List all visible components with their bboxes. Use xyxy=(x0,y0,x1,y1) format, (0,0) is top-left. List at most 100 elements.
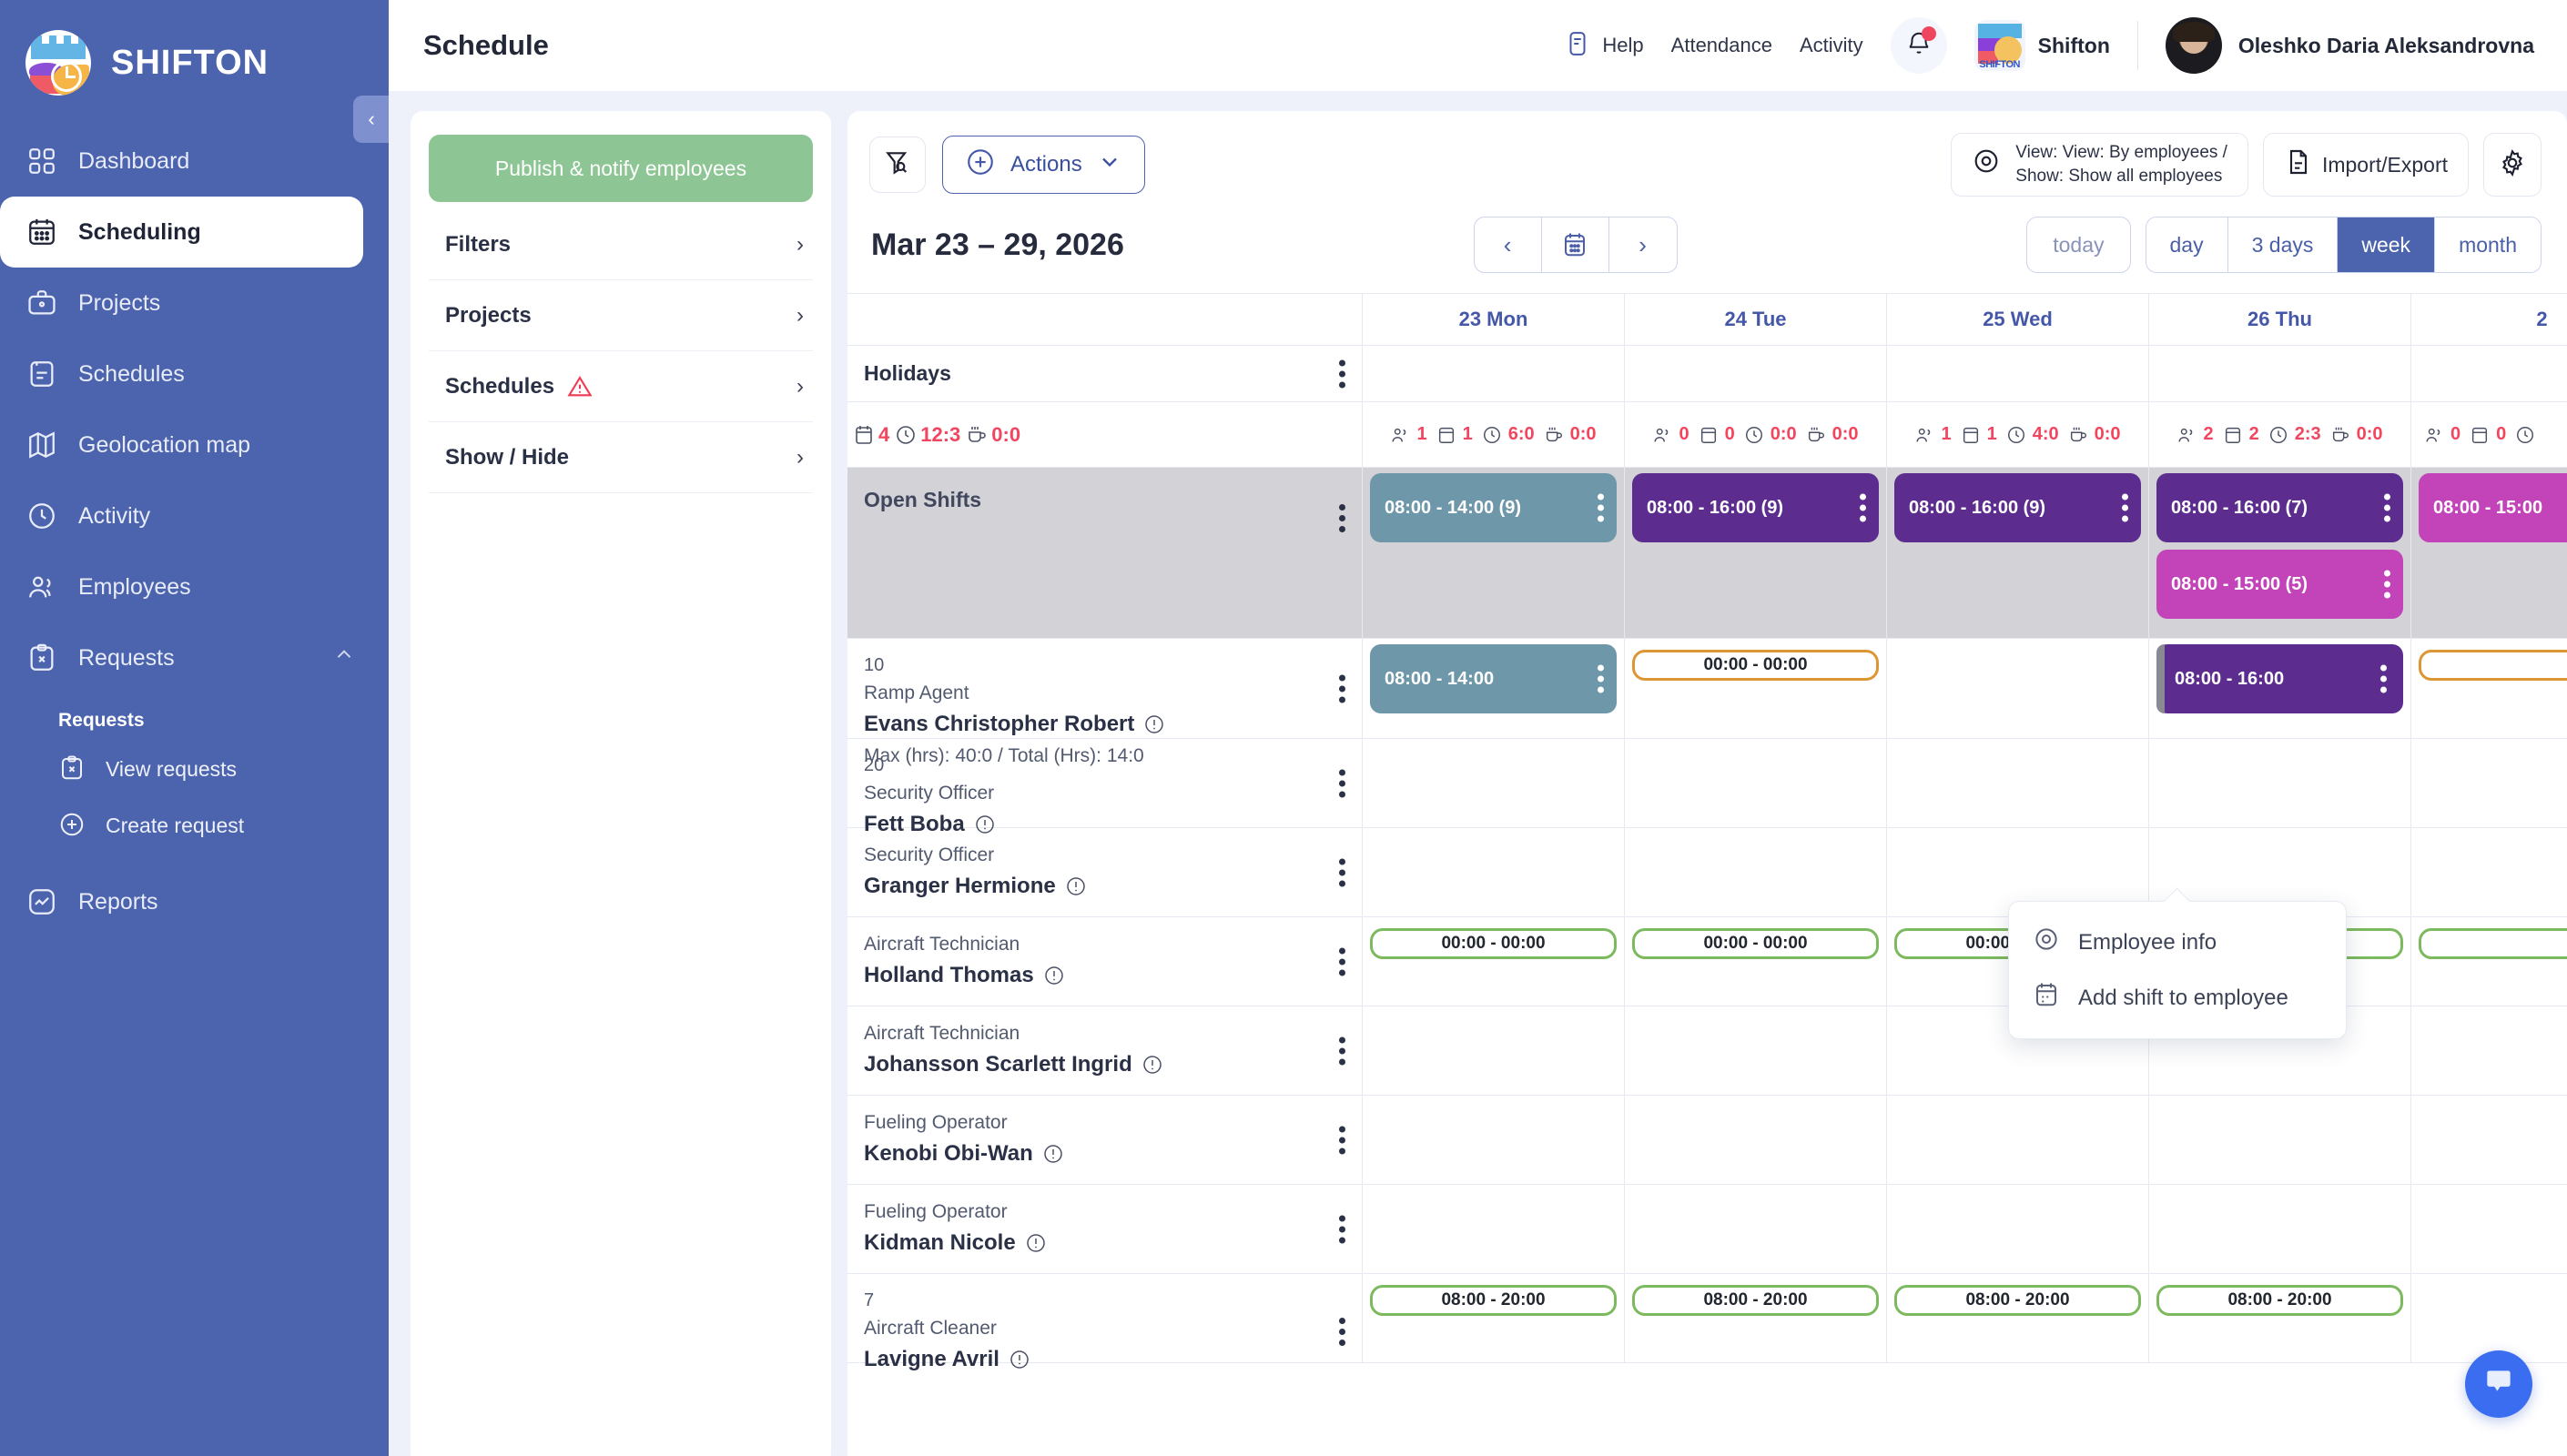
prev-period-button[interactable]: ‹ xyxy=(1475,217,1542,272)
today-button[interactable]: today xyxy=(2026,217,2131,273)
settings-button[interactable] xyxy=(2483,133,2542,197)
holidays-day-cell[interactable] xyxy=(1363,346,1625,401)
attendance-link[interactable]: Attendance xyxy=(1670,34,1772,56)
employee-menu-button[interactable] xyxy=(1339,674,1345,703)
shift-cell[interactable]: 08:00 - 20:00 xyxy=(2149,1274,2411,1362)
shift-cell[interactable] xyxy=(1625,1006,1887,1095)
range-3days[interactable]: 3 days xyxy=(2227,217,2339,272)
sidebar-item-dashboard[interactable]: Dashboard xyxy=(0,126,389,197)
info-icon[interactable] xyxy=(1009,1349,1030,1370)
employee-menu-button[interactable] xyxy=(1339,947,1345,976)
shift-cell[interactable] xyxy=(1363,739,1625,827)
open-shifts-day-cell[interactable]: 08:00 - 16:00 (9) xyxy=(1625,468,1887,638)
shift-cell[interactable] xyxy=(1887,1096,2149,1184)
shift-cell[interactable] xyxy=(1625,1096,1887,1184)
sidebar-item-projects[interactable]: Projects xyxy=(0,268,389,339)
accordion-filters[interactable]: Filters › xyxy=(429,209,813,280)
employee-menu-button[interactable] xyxy=(1339,769,1345,797)
view-settings-button[interactable]: View: View: By employees / Show: Show al… xyxy=(1951,133,2248,197)
import-export-button[interactable]: Import/Export xyxy=(2262,133,2469,197)
range-week[interactable]: week xyxy=(2338,217,2436,272)
shift-chip[interactable]: 08:00 - 16:00 (7) xyxy=(2156,473,2403,542)
open-shifts-menu-button[interactable] xyxy=(1339,504,1345,532)
shift-chip[interactable]: 00:0 xyxy=(2419,928,2567,959)
shift-cell[interactable]: 00:00 - 00:00 xyxy=(1625,639,1887,738)
shift-chip[interactable]: 08:00 - 16:00 (9) xyxy=(1632,473,1879,542)
company-switcher[interactable]: SHIFTON Shifton xyxy=(1973,20,2110,71)
holidays-day-cell[interactable] xyxy=(2149,346,2411,401)
shift-chip[interactable]: 00:00 - 00:00 xyxy=(1632,928,1879,959)
sidebar-item-reports[interactable]: Reports xyxy=(0,866,389,937)
holidays-menu-button[interactable] xyxy=(1339,359,1345,388)
actions-button[interactable]: Actions xyxy=(942,136,1145,194)
shift-cell[interactable] xyxy=(1363,1185,1625,1273)
shift-chip[interactable]: 00:00 - 00:00 xyxy=(1370,928,1617,959)
shift-chip[interactable]: 08:00 - 16:00 xyxy=(2156,644,2403,713)
shift-cell[interactable]: 00:00 - 00:00 xyxy=(1363,917,1625,1006)
employee-menu-button[interactable] xyxy=(1339,1036,1345,1065)
shift-cell[interactable] xyxy=(1625,1185,1887,1273)
shift-cell[interactable] xyxy=(1363,828,1625,916)
shift-menu-button[interactable] xyxy=(2380,664,2387,693)
employee-menu-button[interactable] xyxy=(1339,1318,1345,1346)
sidebar-item-requests[interactable]: Requests xyxy=(0,622,389,693)
shift-cell[interactable] xyxy=(2149,1096,2411,1184)
context-menu-item-add-shift[interactable]: Add shift to employee xyxy=(2009,970,2346,1026)
shift-chip[interactable]: 08:00 - 15:00 xyxy=(2419,473,2567,542)
shift-cell[interactable] xyxy=(1363,1006,1625,1095)
shift-cell[interactable]: 08:00 - 20:00 xyxy=(1625,1274,1887,1362)
shift-cell[interactable]: 00:0 xyxy=(2411,917,2567,1006)
sidebar-collapse-button[interactable]: ‹ xyxy=(353,96,389,143)
sidebar-item-employees[interactable]: Employees xyxy=(0,551,389,622)
employee-menu-button[interactable] xyxy=(1339,858,1345,886)
shift-chip[interactable]: 08:00 - 20:00 xyxy=(1632,1285,1879,1316)
shift-cell[interactable] xyxy=(1625,828,1887,916)
shift-cell[interactable] xyxy=(2149,1185,2411,1273)
open-shifts-day-cell[interactable]: 08:00 - 14:00 (9) xyxy=(1363,468,1625,638)
shift-menu-button[interactable] xyxy=(2122,493,2128,522)
sidebar-item-view-requests[interactable]: View requests xyxy=(0,741,389,797)
sidebar-item-geolocation-map[interactable]: Geolocation map xyxy=(0,410,389,480)
shift-menu-button[interactable] xyxy=(1860,493,1866,522)
shift-cell[interactable] xyxy=(2411,739,2567,827)
info-icon[interactable] xyxy=(1042,1143,1064,1165)
open-shifts-day-cell[interactable]: 08:00 - 15:00 xyxy=(2411,468,2567,638)
shift-cell[interactable] xyxy=(1887,1006,2149,1095)
sidebar-item-schedules[interactable]: Schedules xyxy=(0,339,389,410)
shift-cell[interactable] xyxy=(2411,1096,2567,1184)
range-day[interactable]: day xyxy=(2146,217,2228,272)
shift-cell[interactable] xyxy=(2411,828,2567,916)
range-month[interactable]: month xyxy=(2435,217,2541,272)
shift-chip[interactable]: 08:00 - 15:00 (5) xyxy=(2156,550,2403,619)
shift-chip[interactable]: 08:00 - 20:00 xyxy=(1370,1285,1617,1316)
info-icon[interactable] xyxy=(974,814,996,835)
holidays-day-cell[interactable] xyxy=(1625,346,1887,401)
info-icon[interactable] xyxy=(1065,875,1087,897)
sidebar-item-activity[interactable]: Activity xyxy=(0,480,389,551)
shift-chip[interactable]: 08:00 - 16:00 (9) xyxy=(1894,473,2141,542)
next-period-button[interactable]: › xyxy=(1639,230,1647,258)
shift-cell[interactable]: 08:00 - 20:00 xyxy=(1887,1274,2149,1362)
shift-menu-button[interactable] xyxy=(2384,570,2390,599)
shift-cell[interactable] xyxy=(2149,1006,2411,1095)
open-shifts-day-cell[interactable]: 08:00 - 16:00 (7) 08:00 - 15:00 (5) xyxy=(2149,468,2411,638)
shift-cell[interactable]: 08:00 - 14:00 xyxy=(1363,639,1625,738)
shift-cell[interactable] xyxy=(2411,1006,2567,1095)
shift-cell[interactable] xyxy=(2149,739,2411,827)
holidays-day-cell[interactable] xyxy=(2411,346,2567,401)
filter-search-button[interactable] xyxy=(869,136,926,193)
shift-cell[interactable] xyxy=(1363,1096,1625,1184)
shift-chip[interactable]: 00:0 xyxy=(2419,650,2567,681)
open-shifts-day-cell[interactable]: 08:00 - 16:00 (9) xyxy=(1887,468,2149,638)
shift-chip[interactable]: 08:00 - 20:00 xyxy=(1894,1285,2141,1316)
shift-cell[interactable] xyxy=(1887,739,2149,827)
shift-cell[interactable] xyxy=(1887,639,2149,738)
user-menu[interactable]: Oleshko Daria Aleksandrovna xyxy=(2165,17,2534,74)
shift-chip[interactable]: 08:00 - 14:00 xyxy=(1370,644,1617,713)
shift-cell[interactable] xyxy=(2149,828,2411,916)
shift-menu-button[interactable] xyxy=(2384,493,2390,522)
accordion-show-hide[interactable]: Show / Hide › xyxy=(429,422,813,493)
holidays-day-cell[interactable] xyxy=(1887,346,2149,401)
shift-cell[interactable]: 00:0 xyxy=(2411,639,2567,738)
shift-chip[interactable]: 08:00 - 14:00 (9) xyxy=(1370,473,1617,542)
